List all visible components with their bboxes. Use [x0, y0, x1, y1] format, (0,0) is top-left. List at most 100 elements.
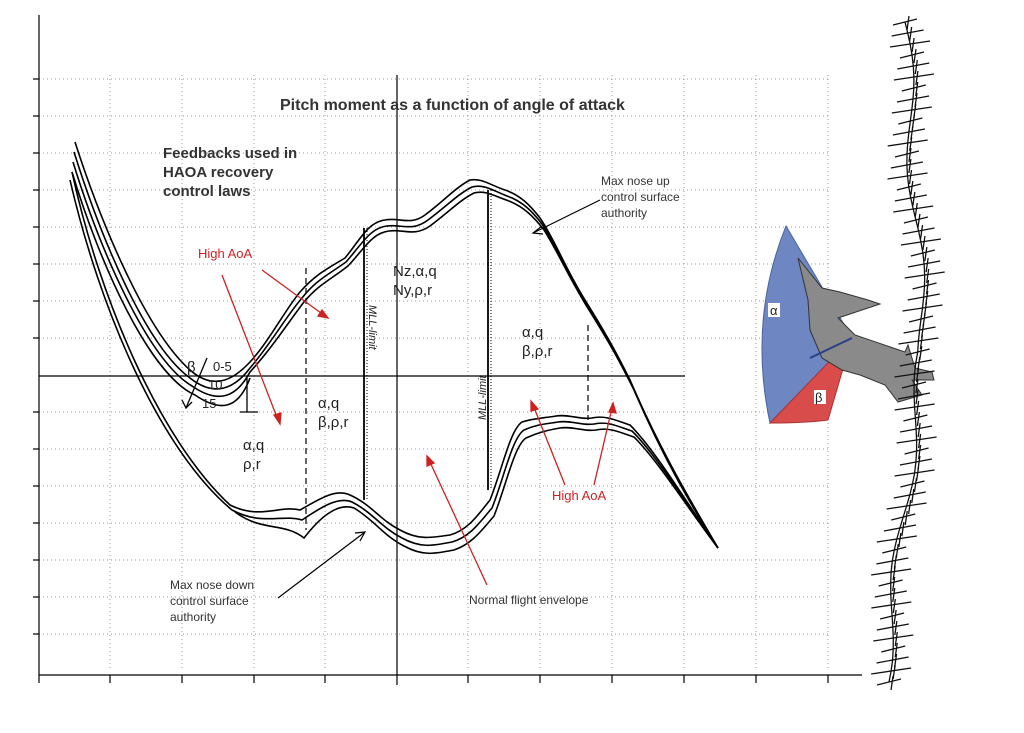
high-aoa-right-label: High AoA	[552, 488, 607, 503]
scale-tick	[873, 631, 914, 647]
lower-curve-3	[234, 426, 719, 555]
scale-tick	[912, 279, 937, 295]
scale-tick	[903, 411, 928, 427]
scale-tick	[874, 587, 907, 603]
beta-label: β	[187, 359, 196, 376]
region-center-line-1: Nz,α,q	[393, 263, 437, 280]
velocity-vector	[809, 337, 853, 359]
scale-tick	[871, 565, 912, 581]
max-nose-down-line-3: authority	[170, 610, 216, 624]
lower-curve-1	[71, 171, 719, 549]
axis-ticks	[33, 78, 829, 683]
upper-curve-1	[74, 141, 719, 549]
high-aoa-left-label: High AoA	[198, 246, 253, 261]
scale-tick	[896, 180, 922, 196]
arrowhead	[531, 225, 544, 235]
aircraft-angle-illustration: α β	[761, 224, 935, 425]
feedbacks-label-line-2: HAOA recovery	[163, 164, 274, 181]
upper-curve-2	[73, 151, 719, 549]
beta-value-15: 15	[202, 396, 216, 411]
feedbacks-label-line-1: Feedbacks used in	[163, 145, 297, 162]
region-left-line-1: α,q	[243, 437, 264, 454]
max-nose-down-arrow	[277, 531, 366, 599]
scale-tick	[889, 37, 931, 53]
arrowhead	[316, 308, 330, 319]
upper-curve-3	[72, 161, 719, 549]
normal-envelope-arrow	[428, 459, 488, 586]
scale-tick	[898, 334, 939, 350]
scale-tick	[901, 378, 927, 394]
region-left-line-2: ρ,r	[243, 456, 261, 473]
scale-tick	[890, 158, 923, 174]
max-nose-up-line-1: Max nose up	[601, 174, 670, 188]
arrowhead	[272, 412, 282, 426]
scale-tick	[878, 576, 903, 592]
scale-tick	[900, 422, 933, 438]
scale-tick	[876, 532, 917, 548]
region-right-line-2: β,ρ,r	[522, 343, 553, 360]
scale-tick	[879, 609, 905, 625]
scale-tick	[899, 48, 925, 64]
beta-label-box	[814, 390, 826, 404]
scale-tick	[894, 191, 927, 207]
scale-tick	[886, 499, 927, 515]
red-arrows	[221, 269, 617, 586]
scale-tick	[887, 169, 928, 185]
beta-arrowhead	[181, 399, 193, 410]
scale-tick	[876, 620, 909, 636]
beta-value-0-5: 0-5	[213, 359, 232, 374]
scale-tick	[894, 400, 935, 416]
scale-tick	[891, 26, 924, 42]
scale-tick	[891, 510, 916, 526]
arrowhead	[354, 531, 367, 542]
hand-drawn-scale	[871, 15, 945, 691]
scale-tick	[904, 268, 945, 284]
black-arrows	[277, 199, 601, 599]
scale-tick	[897, 59, 930, 75]
max-nose-up-arrow	[532, 199, 601, 234]
high-aoa-left-arrow-1	[261, 269, 326, 317]
scale-tick	[902, 224, 935, 240]
region-right-line-1: α,q	[522, 324, 543, 341]
lower-curve-2	[69, 179, 719, 549]
limit-lines	[305, 190, 589, 530]
scale-tick	[883, 521, 917, 537]
beta-symbol: β	[815, 390, 822, 405]
max-nose-down-line-1: Max nose down	[170, 578, 254, 592]
scale-tick	[894, 367, 935, 383]
scale-tick	[881, 642, 906, 658]
scale-tick	[876, 675, 902, 691]
scale-tick	[904, 444, 929, 460]
scale-tick	[893, 488, 926, 504]
upper-curve-4	[71, 171, 251, 407]
normal-envelope-label: Normal flight envelope	[469, 593, 589, 607]
max-nose-down-line-2: control surface	[170, 594, 249, 608]
alpha-label-box	[768, 303, 780, 317]
max-nose-up-line-2: control surface	[601, 190, 680, 204]
alpha-symbol: α	[770, 303, 778, 318]
scale-tick	[871, 598, 912, 614]
scale-tick	[887, 136, 928, 152]
dotted-grid	[39, 75, 830, 670]
arrowhead	[608, 401, 617, 414]
scale-tick	[903, 213, 929, 229]
region-mid-left-line-2: β,ρ,r	[318, 414, 349, 431]
scale-tick	[908, 257, 941, 273]
feedbacks-label-line-3: control laws	[163, 183, 251, 200]
axes	[38, 15, 862, 685]
arrowhead	[530, 399, 540, 412]
chart-title: Pitch moment as a function of angle of a…	[280, 97, 625, 114]
mll-limit-right-label: MLL-limit	[477, 374, 489, 420]
scale-tick	[910, 246, 936, 262]
high-aoa-right-arrow-1	[532, 404, 566, 486]
scale-tick	[892, 15, 918, 31]
mll-limit-left-label: MLL-limit	[366, 305, 378, 351]
beta-scale	[181, 357, 258, 413]
beta-value-10: 10	[208, 377, 222, 392]
high-aoa-right-arrow-2	[593, 407, 613, 486]
scale-tick	[900, 477, 925, 493]
scale-tick	[896, 433, 937, 449]
scale-tick	[897, 389, 931, 405]
scale-tick	[893, 202, 934, 218]
